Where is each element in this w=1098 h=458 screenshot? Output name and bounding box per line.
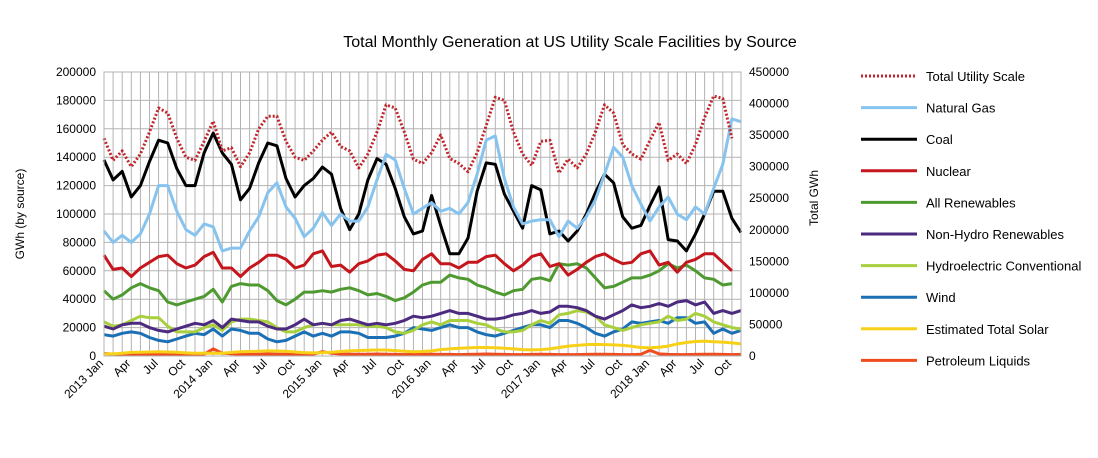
legend-label: Wind (926, 290, 956, 305)
y-left-tick-label: 120000 (56, 179, 96, 193)
chart-title: Total Monthly Generation at US Utility S… (343, 34, 797, 51)
y-left-tick-label: 0 (89, 349, 96, 363)
series-line-non-hydro-renewables (103, 299, 742, 334)
series-layer (102, 94, 743, 357)
series-line-petroleum-liquids (103, 347, 742, 357)
series-line-total-utility-scale (102, 94, 734, 175)
y-left-tick-label: 40000 (63, 292, 97, 306)
y-right-tick-label: 150000 (749, 254, 789, 268)
legend-label: Nuclear (926, 164, 971, 179)
x-tick-label: Jul (249, 356, 270, 377)
plot-frame (103, 71, 742, 357)
y-left-tick-label: 160000 (56, 122, 96, 136)
y-left-axis-title: GWh (by source) (13, 169, 27, 260)
y-left-tick-label: 20000 (63, 321, 97, 335)
legend-label: Total Utility Scale (926, 69, 1025, 84)
y-right-tick-label: 50000 (749, 317, 783, 331)
x-tick-label: Apr (656, 356, 679, 379)
y-left-tick-label: 180000 (56, 93, 96, 107)
y-right-tick-label: 100000 (749, 286, 789, 300)
x-tick-label: Oct (711, 356, 735, 380)
legend-label: Coal (926, 132, 953, 147)
y-left-tick-label: 100000 (56, 207, 96, 221)
series-line-natural-gas (102, 117, 742, 253)
x-tick-label: Jul (686, 356, 707, 377)
x-tick-label: Jul (140, 356, 161, 377)
series-line-coal (102, 131, 743, 256)
legend-label: Non-Hydro Renewables (926, 227, 1065, 242)
series-line-nuclear (102, 249, 733, 278)
x-tick-label: Jul (358, 356, 379, 377)
x-tick-label: 2013 Jan (61, 356, 106, 401)
y-right-tick-label: 350000 (749, 128, 789, 142)
x-tick-label: Jul (577, 356, 598, 377)
series-line-hydroelectric-conventional (103, 309, 742, 335)
x-tick-label: Apr (547, 356, 570, 379)
legend-label: Petroleum Liquids (926, 353, 1031, 368)
y-right-axis-title: Total GWh (807, 170, 821, 226)
legend-label: Hydroelectric Conventional (926, 259, 1081, 274)
y-left-tick-label: 60000 (63, 264, 97, 278)
legend: Total Utility Scale Natural Gas Coal Nuclea… (861, 69, 1081, 368)
y-right-tick-label: 250000 (749, 191, 789, 205)
x-tick-label: Apr (329, 356, 352, 379)
x-tick-label: Apr (220, 356, 243, 379)
y-right-tick-label: 450000 (749, 65, 789, 79)
y-left-tick-label: 140000 (56, 150, 96, 164)
series-line-wind (103, 316, 742, 344)
y-right-tick-label: 0 (749, 349, 756, 363)
series-line-estimated-total-solar (104, 339, 742, 356)
y-right-tick-label: 200000 (749, 223, 789, 237)
legend-label: All Renewables (926, 195, 1016, 210)
legend-label: Natural Gas (926, 101, 996, 116)
grid (103, 71, 742, 357)
series-line-all-renewables (102, 262, 733, 307)
y-left-tick-label: 80000 (63, 235, 97, 249)
y-left-tick-label: 200000 (56, 65, 96, 79)
y-right-tick-label: 300000 (749, 160, 789, 174)
legend-label: Estimated Total Solar (926, 322, 1049, 337)
x-tick-label: Jul (468, 356, 489, 377)
x-tick-label: Apr (438, 356, 461, 379)
y-right-tick-label: 400000 (749, 97, 789, 111)
x-tick-label: Apr (110, 356, 133, 379)
